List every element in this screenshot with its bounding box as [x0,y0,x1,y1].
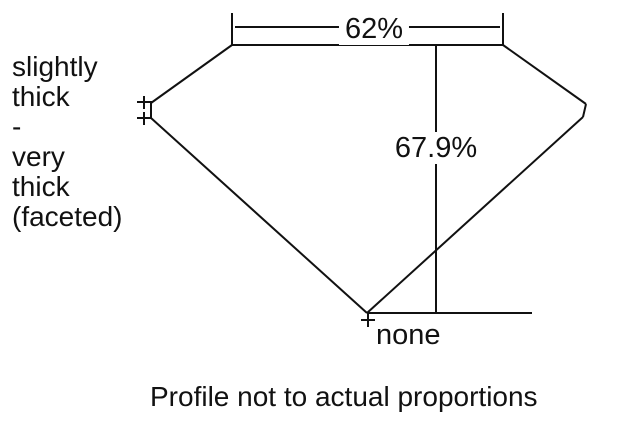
depth-label: 67.9% [388,132,484,164]
table-width-label: 62% [338,13,410,45]
girdle-description-line: - [12,111,22,142]
girdle-description-line: thick [12,171,70,202]
girdle-description: slightly thick - very thick (faceted) [12,52,123,232]
culet-label: none [376,319,441,351]
crown-right-line [502,44,587,105]
pavilion-left-line [150,117,368,314]
caption: Profile not to actual proportions [150,381,538,412]
pavilion-right-line [366,116,584,314]
girdle-description-line: thick [12,81,70,112]
girdle-description-line: (faceted) [12,201,123,232]
crown-left-line [150,44,233,104]
girdle-description-line: very [12,141,65,172]
girdle-right-line [582,103,587,118]
girdle-description-line: slightly [12,51,98,82]
